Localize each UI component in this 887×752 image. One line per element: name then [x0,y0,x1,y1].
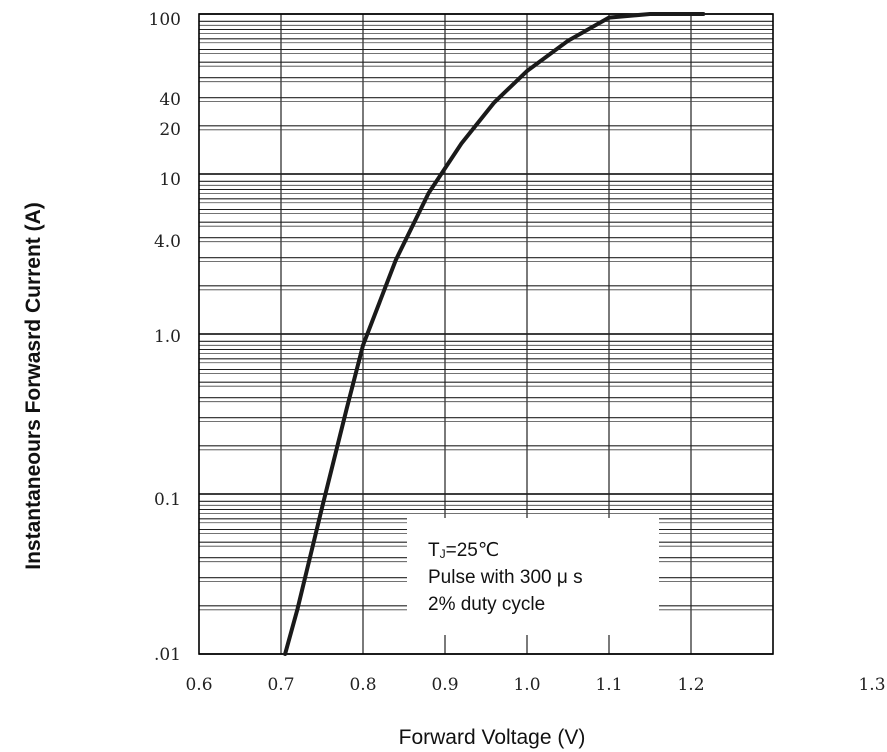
y-tick-label-0: 100 [149,10,181,30]
plot-frame [198,13,774,655]
x-tick-label-0: 0.6 [185,675,212,695]
annotation-line-1: TJ=25℃ [428,540,499,561]
x-tick-label-4: 1.0 [513,675,540,695]
y-tick-label-7: .01 [154,645,181,665]
x-tick-label-6: 1.2 [677,675,704,695]
y-tick-label-1: 40 [159,90,181,110]
y-tick-label-4: 4.0 [154,232,181,252]
x-tick-labels: 0.6 0.7 0.8 0.9 1.0 1.1 1.2 1.3 [185,675,885,695]
x-tick-label-1: 0.7 [267,675,294,695]
x-tick-label-2: 0.8 [349,675,376,695]
y-tick-label-3: 10 [159,170,181,190]
x-tick-label-7: 1.3 [858,675,885,695]
y-tick-label-6: 0.1 [154,490,181,510]
annotation-box [407,518,659,635]
y-tick-labels: 100 40 20 10 4.0 1.0 0.1 .01 [149,10,181,665]
x-axis-title: Forward Voltage (V) [399,726,586,749]
x-tick-label-5: 1.1 [595,675,622,695]
annotation-line-3: 2% duty cycle [428,594,545,615]
forward-current-curve [283,12,706,656]
annotation-line-2: Pulse with 300 μ s [428,567,583,588]
x-tick-label-3: 0.9 [431,675,458,695]
y-axis-title: Instantaneours Forwasrd Current (A) [22,202,45,570]
y-tick-label-5: 1.0 [154,327,181,347]
y-tick-label-2: 20 [159,120,181,140]
